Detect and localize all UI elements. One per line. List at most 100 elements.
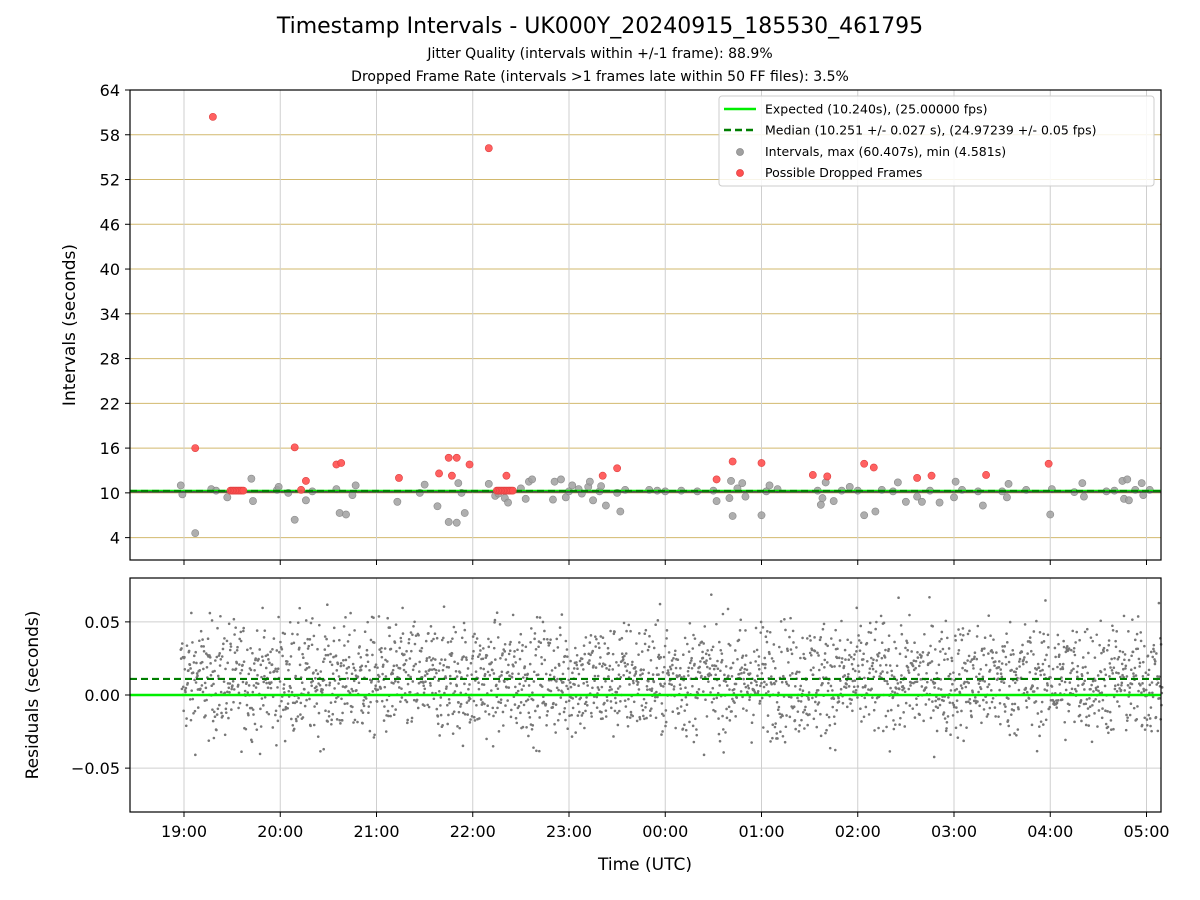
interval-point	[950, 493, 958, 502]
residual-point	[985, 701, 988, 704]
residual-point	[1142, 689, 1146, 693]
residual-point	[606, 646, 610, 650]
residual-point	[636, 681, 640, 684]
residual-point	[640, 704, 644, 707]
residual-point	[351, 662, 355, 666]
residual-point	[754, 626, 758, 630]
residual-point	[821, 627, 825, 631]
residual-point	[504, 704, 507, 707]
residual-point	[799, 684, 803, 688]
residual-point	[616, 687, 620, 690]
residual-point	[329, 701, 333, 704]
bottom-plot-frame	[129, 577, 1162, 813]
residual-point	[1113, 687, 1117, 691]
residual-point	[1121, 673, 1124, 677]
residual-point	[991, 651, 995, 654]
residual-point	[293, 701, 297, 705]
residual-point	[586, 703, 589, 707]
residual-point	[1022, 658, 1025, 662]
residual-point	[260, 675, 263, 679]
residual-point	[655, 690, 658, 694]
residual-point	[718, 684, 721, 687]
residual-point	[835, 709, 839, 712]
residual-point	[296, 633, 299, 636]
residual-point	[563, 654, 567, 658]
residual-point	[555, 637, 559, 641]
residual-point	[868, 671, 871, 675]
residual-point	[904, 646, 907, 650]
residual-point	[766, 714, 770, 717]
residual-point	[596, 686, 600, 689]
residual-point	[1041, 723, 1045, 726]
residual-point	[889, 686, 892, 690]
residual-point	[635, 642, 638, 645]
residuals-plot: 19:00 20:00 21:00 22:00 23:00 00:00 01:00 02:00…	[71, 577, 1170, 841]
residual-point	[854, 688, 858, 692]
residual-point	[1060, 698, 1064, 701]
residual-point	[392, 682, 395, 685]
interval-point	[978, 501, 987, 510]
residual-point	[787, 684, 791, 687]
residual-point	[464, 656, 468, 659]
residual-point	[619, 699, 622, 703]
residual-point	[552, 649, 556, 652]
residual-point	[317, 711, 321, 715]
interval-point	[1078, 479, 1087, 488]
residual-point	[238, 663, 241, 666]
residual-point	[578, 659, 582, 663]
residual-point	[513, 649, 516, 653]
residual-point	[1004, 655, 1008, 659]
residual-point	[780, 680, 784, 684]
residual-point	[676, 658, 680, 662]
residual-point	[406, 718, 409, 722]
residual-point	[927, 698, 931, 701]
residual-point	[507, 686, 511, 689]
residual-point	[512, 655, 516, 658]
residual-point	[268, 671, 272, 674]
residual-point	[871, 667, 875, 671]
residual-point	[531, 724, 535, 727]
residual-point	[987, 652, 990, 655]
residual-point	[1150, 729, 1153, 733]
residual-point	[877, 651, 881, 655]
residual-point	[851, 679, 855, 683]
residual-point	[1000, 675, 1004, 679]
residual-point	[1028, 636, 1032, 639]
residual-point	[447, 713, 450, 717]
residual-point	[626, 724, 630, 728]
residual-point	[247, 672, 251, 676]
residual-point	[507, 663, 510, 667]
residual-point	[188, 698, 192, 701]
residual-point	[957, 673, 961, 676]
top-y-tick-label: 46	[100, 215, 120, 234]
residual-point	[277, 615, 280, 619]
residual-point	[272, 637, 276, 640]
residual-point	[595, 706, 599, 709]
residual-point	[466, 667, 470, 670]
residual-point	[401, 606, 404, 610]
residual-point	[1032, 630, 1036, 633]
residual-point	[1014, 673, 1018, 677]
residual-point	[242, 629, 245, 633]
residual-point	[546, 638, 549, 641]
residual-point	[424, 670, 428, 673]
residual-point	[1128, 686, 1132, 689]
residual-point	[664, 724, 667, 728]
interval-point	[871, 507, 880, 516]
residual-point	[665, 629, 669, 632]
residual-point	[548, 641, 552, 645]
residual-point	[651, 673, 655, 676]
residual-point	[221, 647, 225, 651]
residual-point	[898, 723, 901, 726]
residual-point	[1095, 688, 1098, 692]
residual-point	[683, 709, 687, 712]
residual-point	[285, 662, 288, 666]
residual-point	[944, 729, 948, 733]
residual-point	[368, 668, 371, 672]
residual-point	[762, 685, 766, 689]
residual-point	[433, 675, 436, 679]
residual-point	[534, 709, 537, 713]
residual-point	[1030, 723, 1034, 727]
residual-point	[994, 715, 997, 718]
residual-point	[203, 681, 207, 685]
